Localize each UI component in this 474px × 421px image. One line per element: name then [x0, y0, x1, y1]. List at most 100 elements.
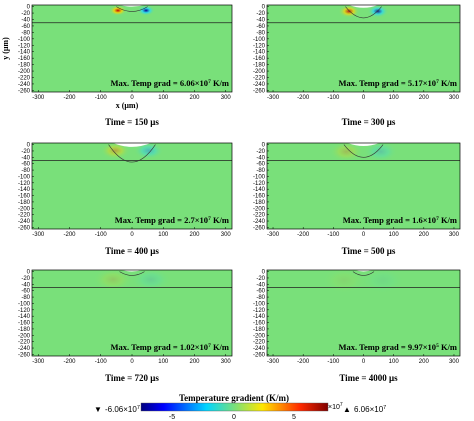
y-tick-label: -20 [21, 11, 30, 17]
y-tick-label: -20 [21, 149, 30, 155]
y-tick-label: -140 [18, 50, 31, 56]
y-tick-label: 0 [262, 5, 266, 11]
y-tick-label: -200 [18, 206, 31, 212]
y-tick-label: -40 [21, 155, 30, 161]
panel: 0-20-40-60-80-100-120-140-160-180-200-22… [253, 270, 461, 383]
warm-gradient-region [100, 143, 131, 160]
y-tick-label: -60 [256, 289, 265, 295]
y-tick-label: -240 [18, 219, 31, 225]
y-tick-label: -140 [253, 314, 266, 320]
y-tick-label: -200 [18, 69, 31, 75]
y-tick-label: -160 [253, 194, 266, 200]
y-tick-label: -200 [18, 333, 31, 339]
x-tick-label: 0 [130, 232, 134, 238]
y-tick-label: 0 [262, 270, 266, 276]
x-tick-label: 200 [189, 359, 200, 365]
y-axis-label: y (μm) [1, 37, 10, 60]
y-tick-label: -80 [256, 30, 265, 36]
surface-depression [349, 5, 378, 8]
y-tick-label: -160 [18, 194, 31, 200]
max-gradient-label: Max. Temp grad = 1.02×107 K/m [111, 342, 229, 352]
x-tick-label: 100 [389, 95, 400, 101]
colorbar-gradient [140, 402, 329, 412]
x-tick-label: 200 [189, 95, 200, 101]
max-gradient-label: Max. Temp grad = 1.6×107 K/m [343, 215, 457, 225]
panel: 0-20-40-60-80-100-120-140-160-180-200-22… [253, 143, 461, 256]
y-tick-label: -200 [253, 333, 266, 339]
x-tick-label: -200 [297, 232, 310, 238]
colorbar-max-value: 6.06×107 [354, 405, 386, 414]
y-tick-label: -120 [253, 308, 266, 314]
time-caption: Time = 150 μs [105, 117, 159, 127]
x-tick-label: -300 [267, 95, 280, 101]
y-tick-label: -60 [21, 289, 30, 295]
time-caption: Time = 500 μs [342, 246, 396, 256]
y-tick-label: -40 [256, 282, 265, 288]
y-tick-label: 0 [27, 143, 31, 149]
x-tick-label: 0 [130, 359, 134, 365]
field-background [32, 143, 232, 229]
x-tick-label: 200 [189, 232, 200, 238]
time-caption: Time = 720 μs [105, 373, 159, 383]
y-tick-label: -120 [253, 181, 266, 187]
panel: 0-20-40-60-80-100-120-140-160-180-200-22… [18, 270, 233, 383]
y-tick-label: -180 [253, 327, 266, 333]
y-tick-label: 0 [27, 5, 31, 11]
y-tick-label: -200 [253, 206, 266, 212]
x-tick-label: -100 [327, 359, 340, 365]
colorbar-tick-neg: -5 [169, 414, 175, 421]
melt-pool-boundary [116, 6, 148, 12]
surface-depression [355, 270, 372, 272]
y-tick-label: -220 [18, 213, 31, 219]
x-tick-label: -200 [297, 95, 310, 101]
warm-gradient-region [92, 270, 134, 292]
y-tick-label: -240 [18, 346, 31, 352]
cool-gradient-region [360, 270, 405, 294]
x-tick-label: -100 [95, 95, 108, 101]
y-tick-label: -60 [256, 162, 265, 168]
y-tick-label: -220 [253, 213, 266, 219]
y-tick-label: -240 [253, 82, 266, 88]
y-tick-label: -100 [253, 37, 266, 43]
y-tick-label: -80 [21, 295, 30, 301]
y-tick-label: -100 [253, 301, 266, 307]
x-tick-label: -200 [63, 232, 76, 238]
colorbar-min-value: -6.06×107 [105, 405, 140, 414]
y-tick-label: 0 [27, 270, 31, 276]
max-gradient-label: Max. Temp grad = 6.06×107 K/m [111, 78, 229, 88]
y-tick-label: -60 [21, 24, 30, 30]
y-tick-label: -100 [18, 37, 31, 43]
warm-gradient-region [329, 143, 364, 162]
x-tick-label: -100 [327, 232, 340, 238]
x-tick-label: 300 [449, 232, 460, 238]
colorbar-tick-pos: 5 [292, 414, 296, 421]
panel: 0-20-40-60-80-100-120-140-160-180-200-22… [1, 5, 233, 127]
y-tick-label: -260 [253, 88, 266, 94]
y-tick-label: -140 [253, 50, 266, 56]
x-tick-label: 300 [221, 359, 232, 365]
melt-pool-boundary [345, 6, 382, 19]
x-axis-label: x (μm) [116, 101, 139, 110]
warm-gradient-region [322, 270, 367, 294]
warm-gradient-region [109, 5, 127, 16]
y-tick-label: -240 [18, 82, 31, 88]
y-tick-label: -140 [18, 187, 31, 193]
x-tick-label: 300 [449, 359, 460, 365]
colorbar-exponent: ×107 [328, 402, 343, 411]
melt-pool-boundary [108, 144, 156, 163]
y-tick-label: -40 [256, 18, 265, 24]
cool-gradient-region [367, 5, 389, 18]
y-tick-label: -180 [18, 200, 31, 206]
y-tick-label: -160 [18, 321, 31, 327]
y-tick-label: -220 [253, 340, 266, 346]
y-tick-label: 0 [262, 143, 266, 149]
y-tick-label: -120 [18, 43, 31, 49]
surface-depression [119, 5, 145, 7]
cool-gradient-region [133, 143, 164, 160]
field-background [267, 5, 460, 92]
y-tick-label: -260 [18, 88, 31, 94]
x-tick-label: -300 [32, 359, 45, 365]
surface-depression [347, 143, 380, 147]
colorbar-title: Temperature gradient (K/m) [179, 393, 289, 403]
max-gradient-label: Max. Temp grad = 2.7×107 K/m [115, 215, 229, 225]
